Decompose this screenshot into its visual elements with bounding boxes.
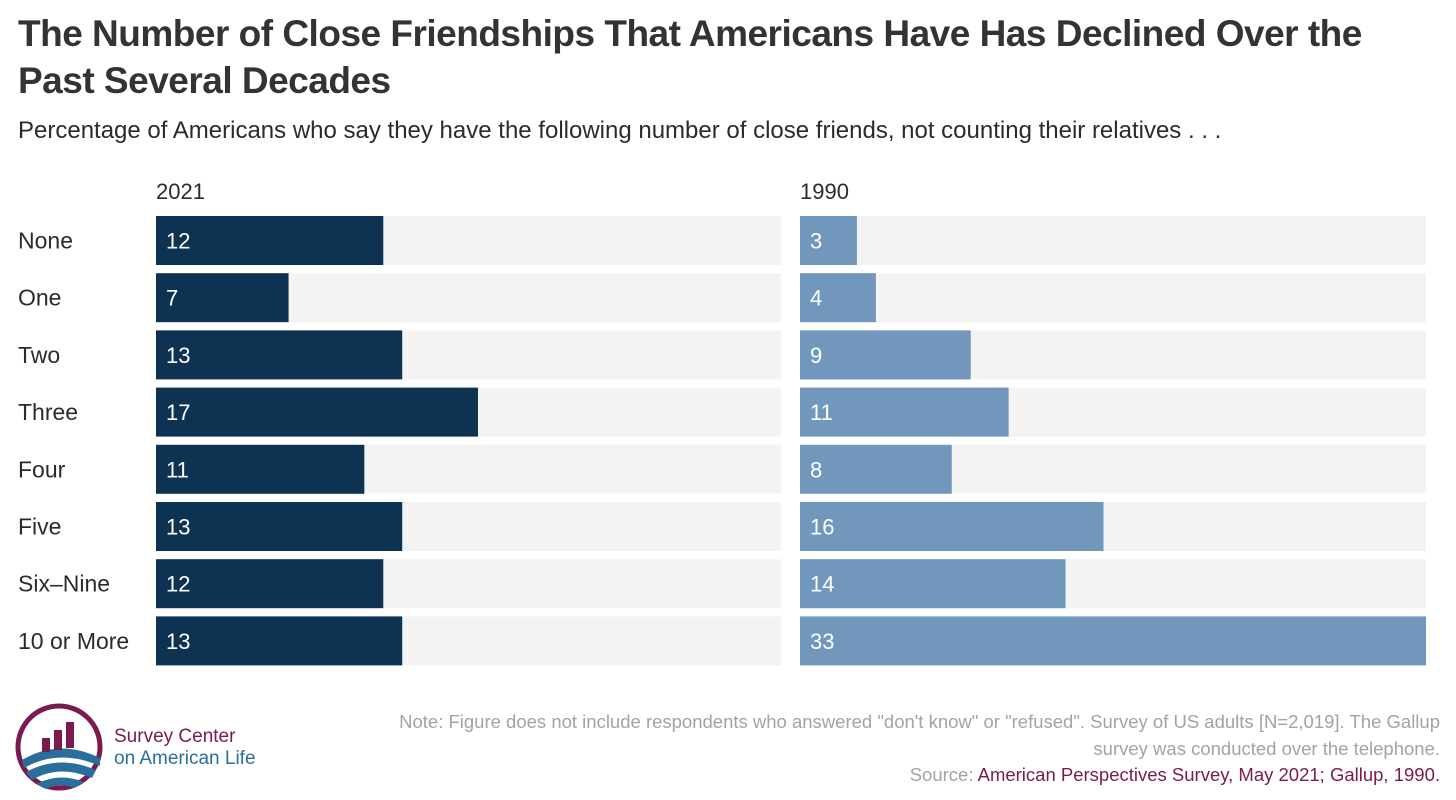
bar [156, 330, 403, 380]
bar [800, 559, 1066, 609]
category-label: Five [18, 514, 61, 540]
data-label: 8 [810, 457, 822, 482]
category-label: Six–Nine [18, 571, 110, 597]
bar [156, 216, 384, 265]
chart-subtitle: Percentage of Americans who say they hav… [18, 117, 1222, 144]
data-label: 33 [810, 629, 834, 654]
footnote: Note: Figure does not include respondent… [399, 711, 1440, 759]
category-label: Two [18, 342, 60, 368]
data-label: 11 [810, 400, 833, 425]
panel-header: 2021 [156, 179, 205, 204]
data-label: 11 [166, 457, 189, 482]
data-label: 14 [810, 572, 834, 597]
bar [156, 387, 478, 437]
bar [156, 273, 289, 323]
source-line: Source: American Perspectives Survey, Ma… [360, 762, 1440, 788]
data-label: 4 [810, 286, 822, 311]
data-label: 12 [166, 229, 190, 254]
data-label: 17 [166, 400, 190, 425]
logo-text: Survey Center on American Life [114, 726, 256, 770]
data-label: 7 [166, 286, 178, 311]
bar-chart: None One Two Three Four Five Six–Nine 10 or Mor… [18, 179, 1426, 666]
bar [156, 559, 384, 609]
logo-line2: on American Life [114, 748, 256, 769]
data-label: 9 [810, 343, 822, 368]
bar-track [800, 273, 1426, 323]
source-text: American Perspectives Survey, May 2021; … [977, 764, 1440, 785]
bar [800, 444, 952, 494]
bar [800, 330, 971, 380]
chart-title: The Number of Close Friendships That Ame… [18, 13, 1362, 101]
data-label: 3 [810, 229, 822, 254]
category-label: 10 or More [18, 628, 129, 654]
category-label: None [18, 228, 73, 254]
bar [156, 444, 365, 494]
bar [800, 387, 1009, 437]
bar [156, 616, 403, 666]
category-label: Three [18, 399, 78, 425]
data-label: 13 [166, 343, 190, 368]
bar [800, 616, 1426, 666]
data-label: 16 [810, 515, 834, 540]
panel-header: 1990 [800, 179, 849, 204]
logo-line1: Survey Center [114, 726, 236, 747]
bar-track [800, 216, 1426, 265]
data-label: 12 [166, 572, 190, 597]
data-label: 13 [166, 629, 190, 654]
bar [800, 502, 1104, 551]
category-label: One [18, 285, 61, 311]
bar [800, 273, 876, 323]
bar [156, 502, 403, 551]
source-label: Source: [909, 764, 974, 785]
bar [800, 216, 857, 265]
category-label: Four [18, 456, 66, 482]
survey-center-logo-icon [15, 703, 103, 791]
data-label: 13 [166, 515, 190, 540]
